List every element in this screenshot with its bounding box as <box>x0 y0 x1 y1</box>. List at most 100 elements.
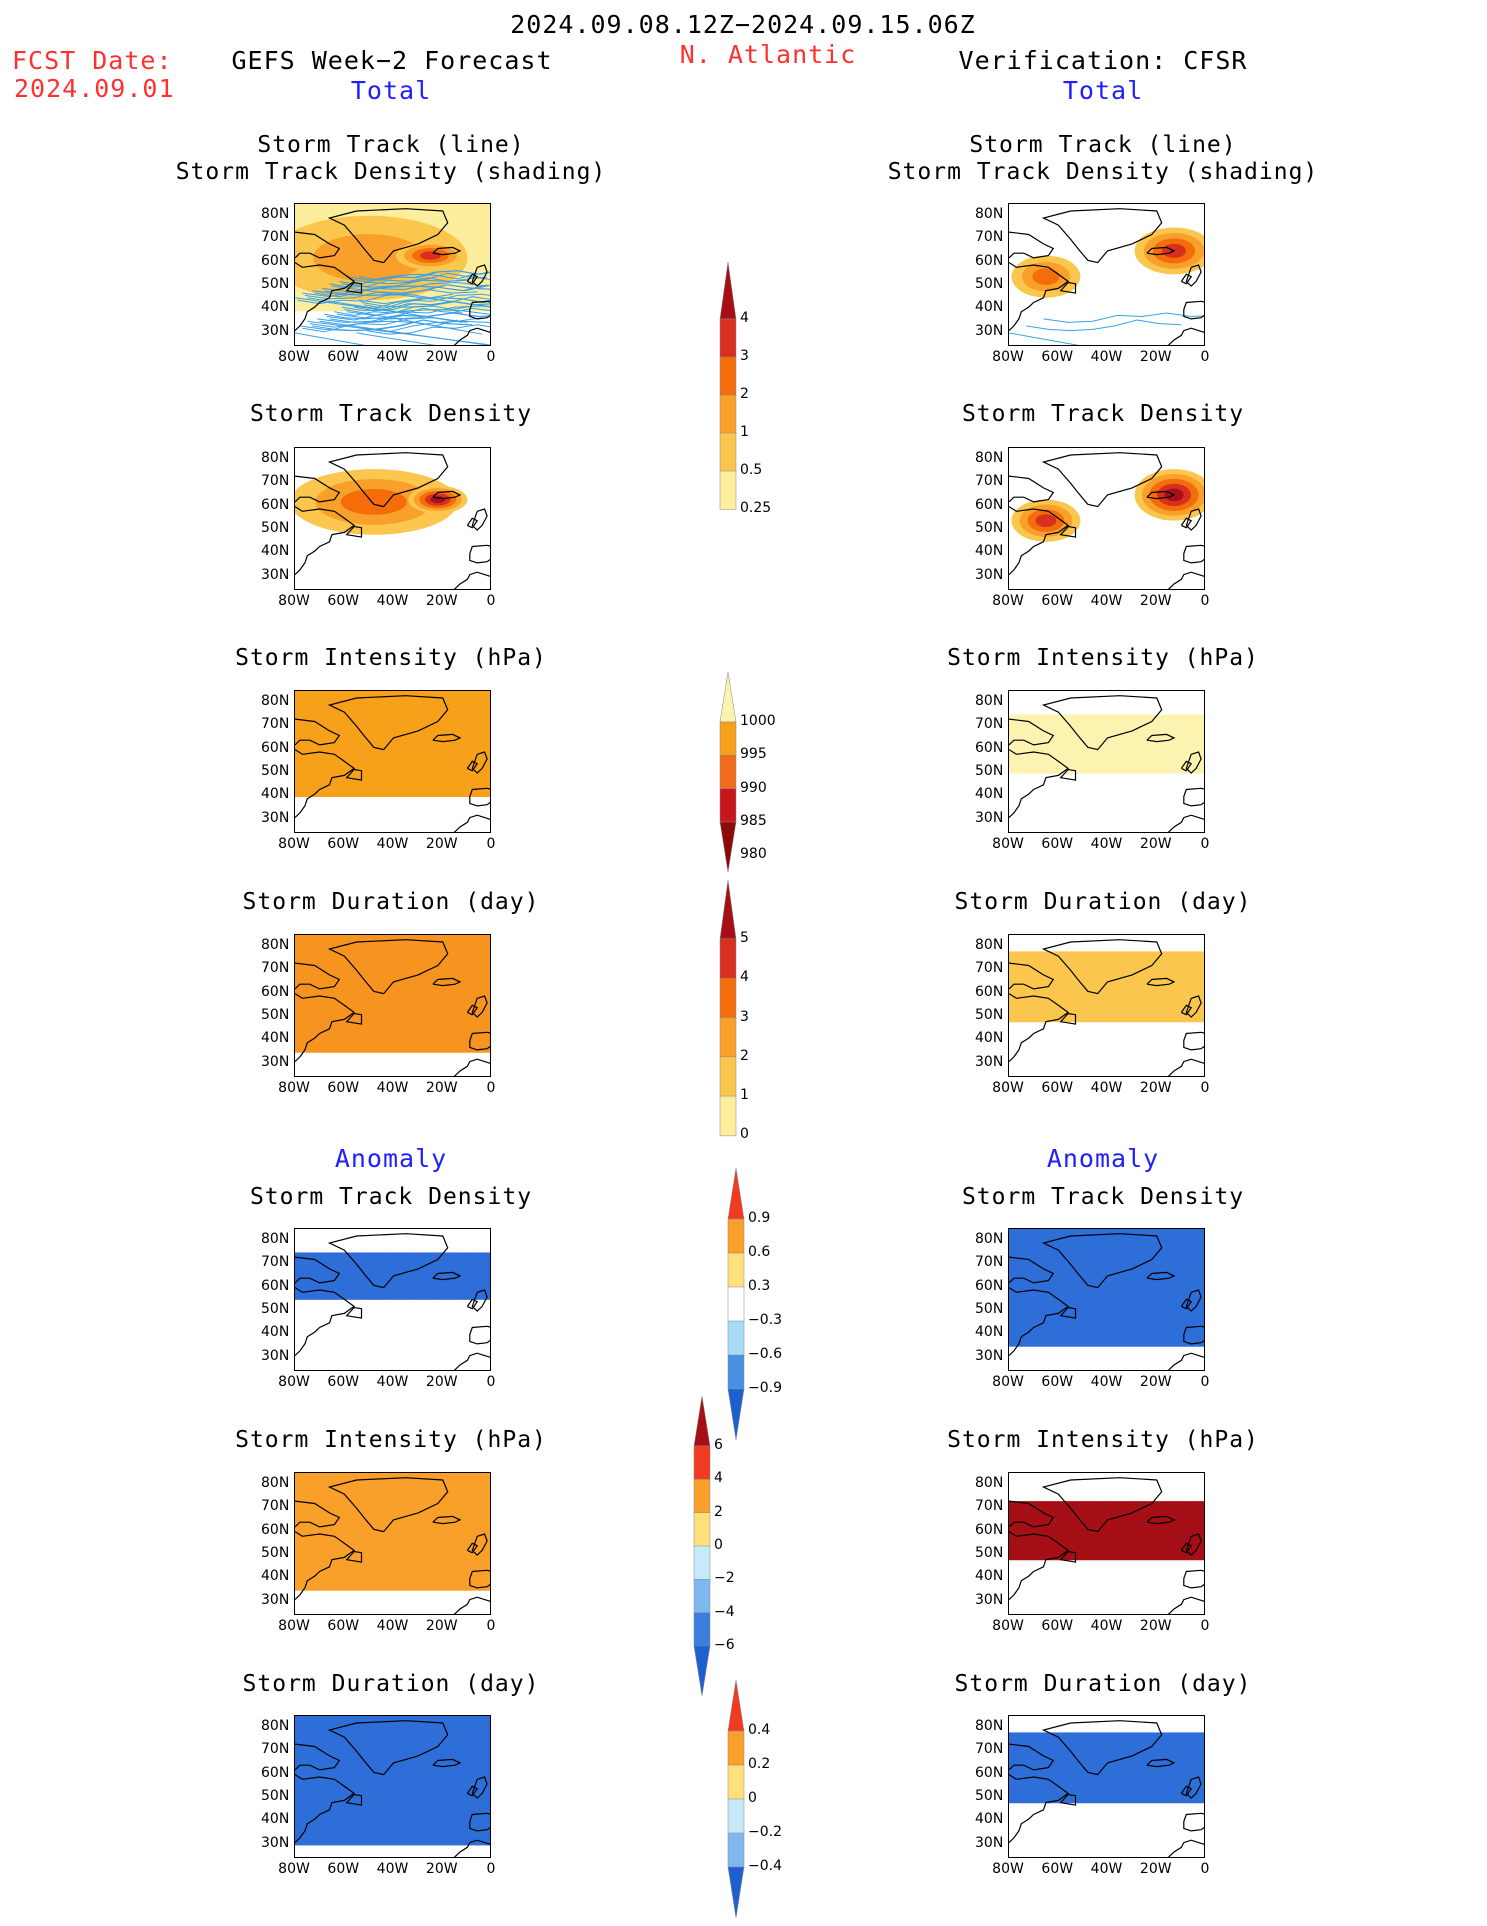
coastline <box>471 1776 488 1799</box>
storm-track-line <box>349 272 488 285</box>
grid-cell <box>1193 1299 1204 1312</box>
grid-cell <box>295 726 308 739</box>
coastline <box>453 571 490 589</box>
grid-cell <box>467 1017 481 1030</box>
grid-cell <box>319 1508 333 1521</box>
grid-cell <box>405 935 419 948</box>
grid-cell <box>405 1727 419 1740</box>
grid-cell <box>295 691 308 704</box>
grid-cell <box>381 1774 394 1787</box>
grid-cell <box>331 1473 345 1486</box>
grid-cell <box>1107 714 1121 727</box>
grid-cell <box>467 749 481 762</box>
grid-cell <box>418 1519 431 1533</box>
grid-cell <box>1156 737 1170 751</box>
lat-tick-label: 60N <box>261 983 290 1000</box>
coastline <box>295 231 341 259</box>
grid-cell <box>344 726 358 739</box>
coastline <box>295 1287 356 1357</box>
grid-cell <box>393 1287 407 1300</box>
grid-cell <box>430 1578 444 1591</box>
grid-cell <box>1045 986 1059 999</box>
colorbar-label: 2 <box>740 1047 749 1064</box>
grid-cell <box>405 1798 419 1811</box>
grid-cell <box>393 1762 407 1776</box>
lat-tick-label: 30N <box>975 1347 1004 1364</box>
grid-cell <box>442 1040 456 1053</box>
lat-tick-label: 50N <box>261 1007 290 1024</box>
coastline <box>471 751 488 774</box>
coastline <box>1183 787 1204 807</box>
grid-cell <box>307 1484 321 1497</box>
grid-cell <box>1082 1744 1096 1757</box>
grid-cell <box>1169 1779 1182 1792</box>
lon-tick-label: 40W <box>1090 1080 1123 1096</box>
panel-title: Storm Duration (day) <box>954 1671 1252 1697</box>
grid-cell <box>1009 998 1022 1011</box>
grid-cell <box>467 1519 481 1533</box>
lat-tick-label: 80N <box>975 1717 1004 1734</box>
grid-cell <box>479 1555 490 1568</box>
grid-cell <box>1082 749 1096 762</box>
coastline <box>327 1720 449 1776</box>
grid-cell <box>1095 1010 1108 1023</box>
grid-cell <box>430 1531 444 1544</box>
grid-cell <box>1193 1322 1204 1335</box>
colorbar-label: 3 <box>740 348 749 364</box>
lat-tick-label: 70N <box>975 960 1004 977</box>
coastline <box>1146 1515 1176 1525</box>
grid-cell <box>1033 1299 1047 1312</box>
grid-cell <box>356 1017 370 1030</box>
grid-cell <box>381 784 394 797</box>
grid-cell <box>418 981 431 995</box>
grid-cell <box>1009 1536 1022 1549</box>
coastline <box>1009 506 1070 576</box>
grid-cell <box>307 946 321 959</box>
grid-cell <box>479 1751 490 1764</box>
coastline <box>1183 1031 1204 1051</box>
grid-cell <box>295 1005 308 1018</box>
fcst-date-value: 2024.09.01 <box>14 74 175 103</box>
grid-cell <box>1095 1299 1108 1312</box>
grid-cell <box>479 737 490 751</box>
grid-cell <box>1070 998 1084 1011</box>
grid-cell <box>344 993 358 1006</box>
lat-tick-label: 60N <box>975 496 1004 513</box>
coastline <box>466 1542 479 1554</box>
grid-cell <box>479 970 490 983</box>
grid-cell <box>1107 963 1121 976</box>
grid-cell <box>467 702 481 715</box>
panel-title: Storm Intensity (hPa) <box>235 645 547 671</box>
grid-cell <box>1181 749 1195 762</box>
grid-cell <box>1082 1299 1096 1312</box>
coastline <box>1059 1306 1077 1319</box>
grid-cell <box>1144 749 1158 762</box>
grid-cell <box>442 958 456 971</box>
grid-cell <box>442 1252 456 1265</box>
grid-cell <box>1045 1744 1059 1757</box>
grid-cell <box>1181 951 1195 964</box>
grid-cell <box>1045 1229 1059 1242</box>
storm-track-line <box>339 272 478 286</box>
grid-cell <box>1082 1536 1096 1549</box>
grid-cell <box>1009 1299 1022 1312</box>
lon-tick-label: 80W <box>992 1374 1024 1390</box>
grid-cell <box>331 1786 345 1799</box>
coastline <box>453 1839 490 1857</box>
grid-cell <box>442 1786 456 1799</box>
grid-cell <box>1181 1240 1195 1253</box>
storm-track-line <box>1043 312 1204 323</box>
lon-tick-label: 60W <box>327 836 360 852</box>
coastline <box>1041 1477 1163 1533</box>
grid-cell <box>1070 1322 1084 1335</box>
grid-cell <box>430 714 444 727</box>
grid-cell <box>418 1555 431 1568</box>
density-contour <box>1032 268 1060 285</box>
grid-cell <box>295 1786 308 1799</box>
grid-cell <box>1033 1755 1047 1769</box>
colorbar-label: −6 <box>714 1637 735 1653</box>
grid-cell <box>344 784 358 797</box>
grid-cell <box>319 1287 333 1300</box>
grid-cell <box>467 1028 481 1041</box>
grid-cell <box>455 1519 468 1533</box>
